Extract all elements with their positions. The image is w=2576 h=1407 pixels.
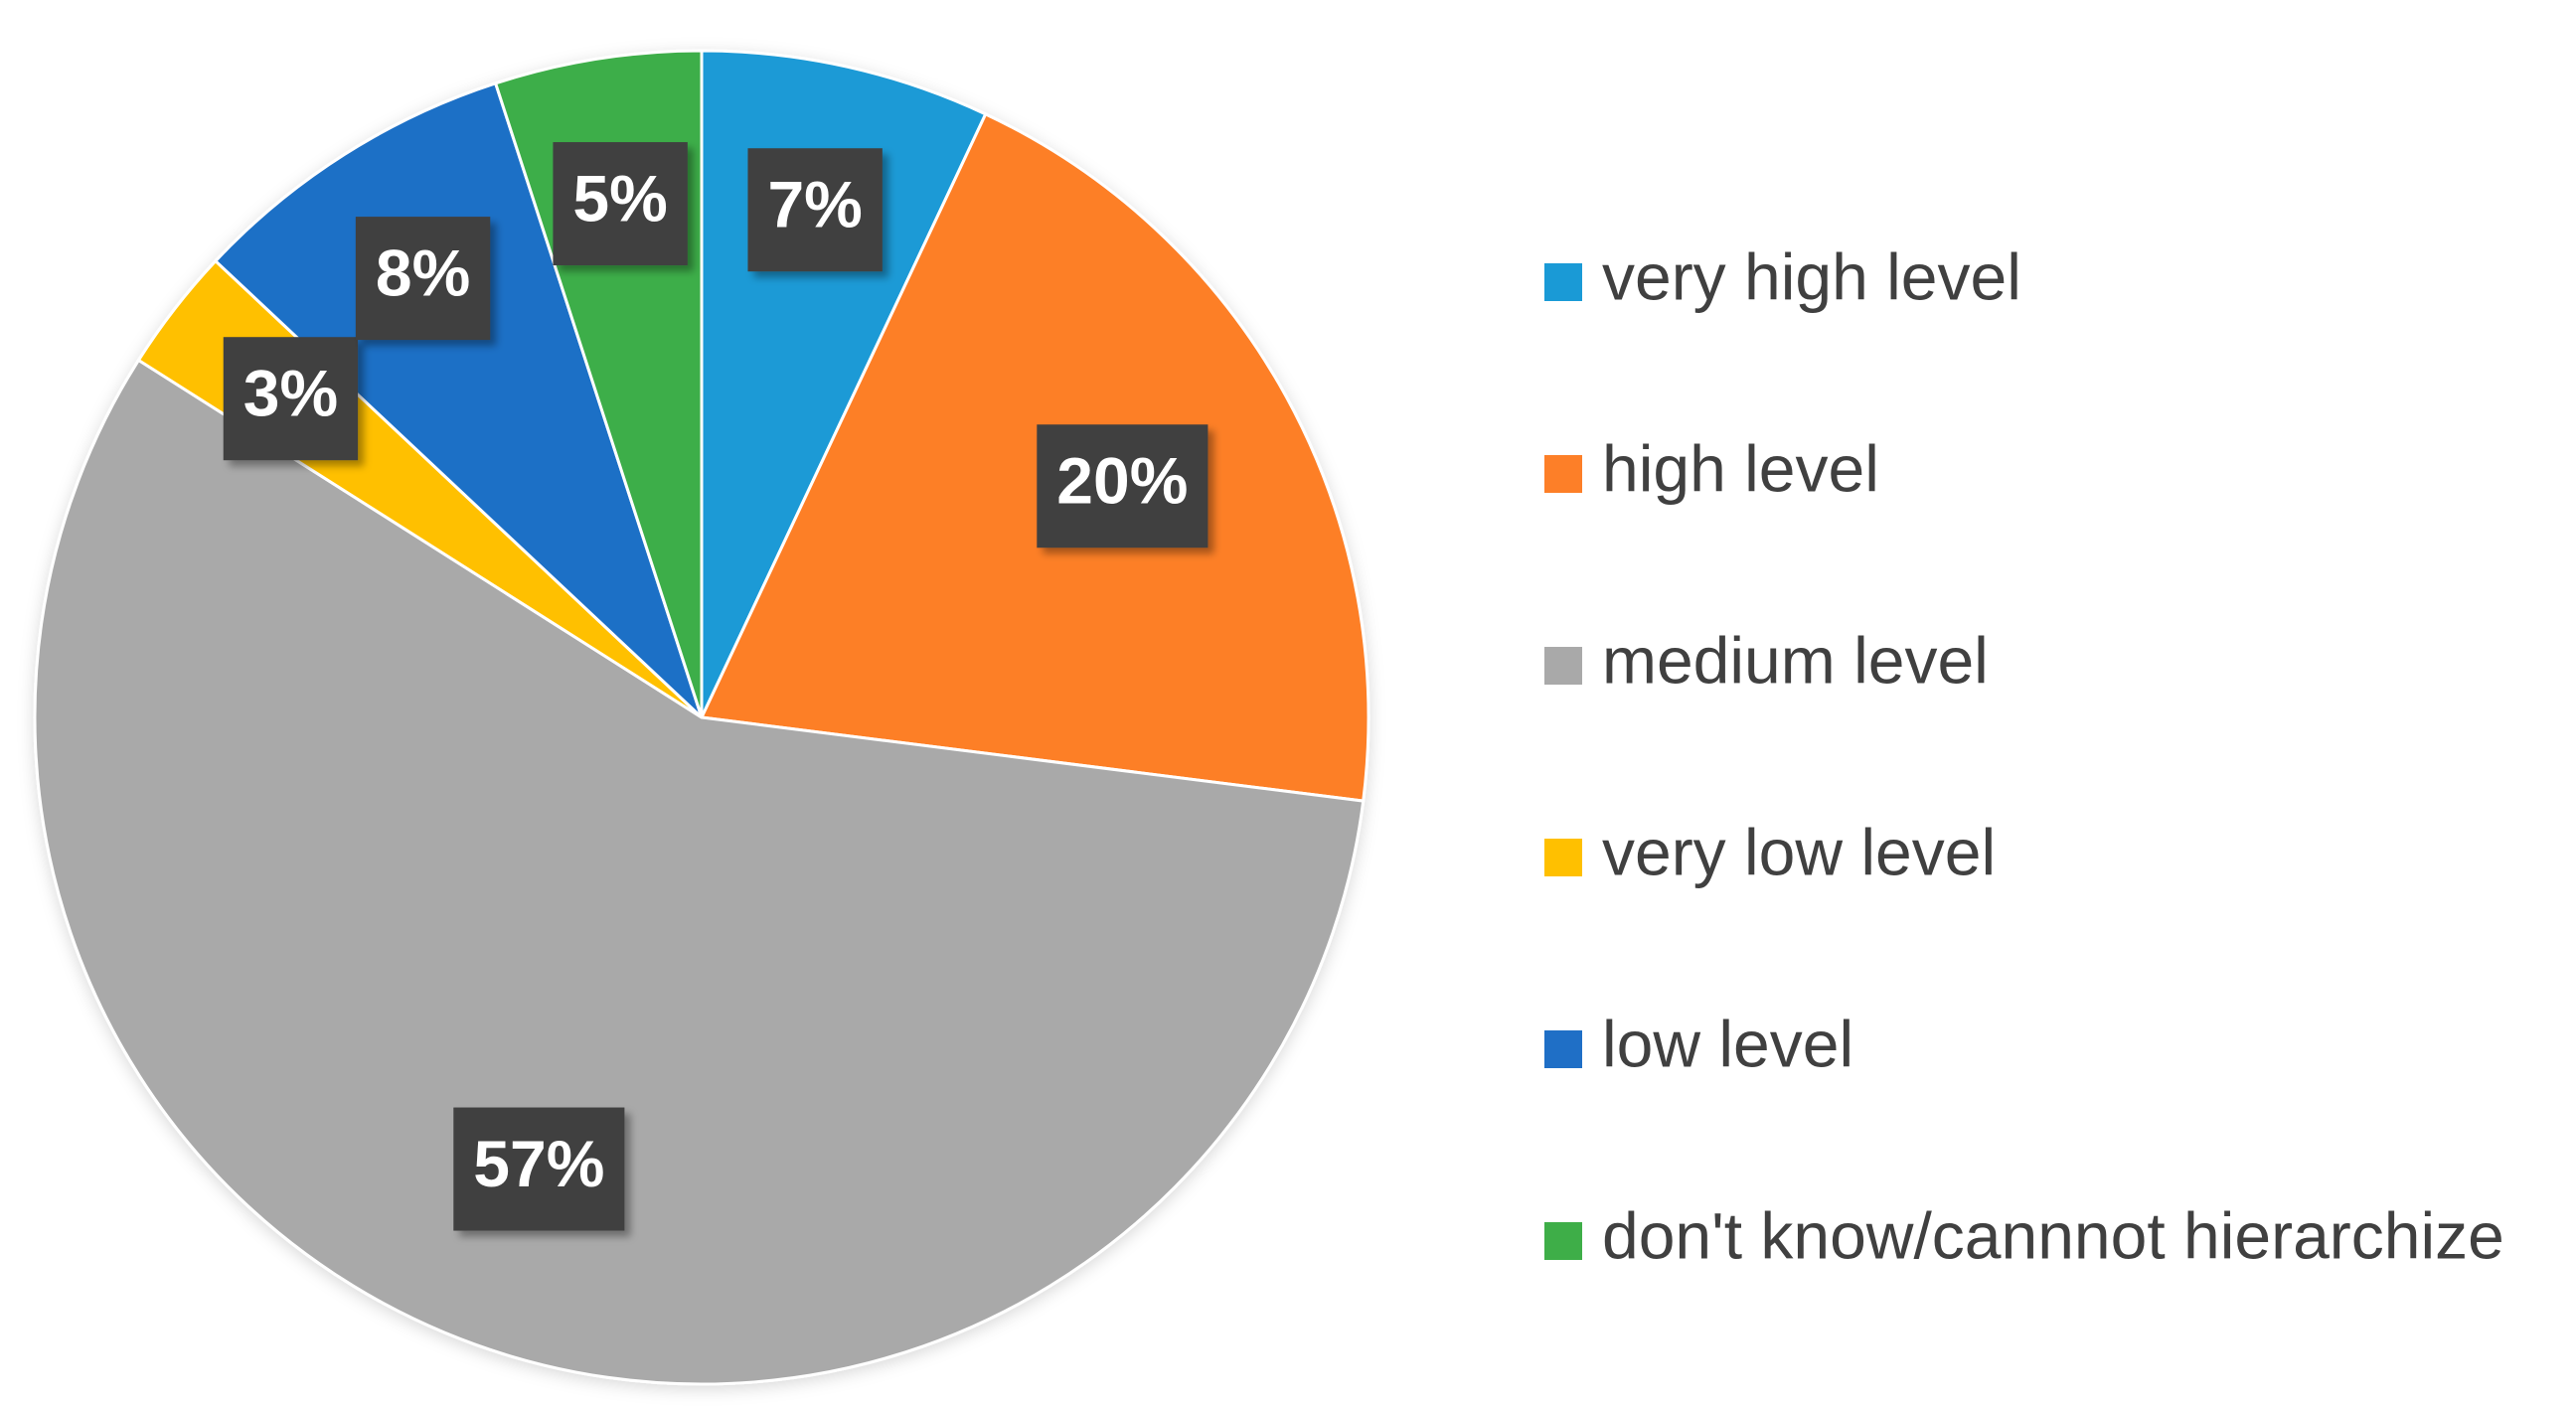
pie-slice bbox=[33, 358, 1366, 1386]
legend-label: high level bbox=[1602, 431, 1879, 505]
legend: very high level high level medium level ver… bbox=[1544, 239, 2504, 1272]
legend-label: very low level bbox=[1602, 815, 1996, 888]
legend-swatch bbox=[1544, 455, 1582, 493]
data-label: 7% bbox=[767, 168, 862, 241]
pie bbox=[33, 49, 1370, 1386]
legend-label: very high level bbox=[1602, 239, 2021, 313]
legend-swatch bbox=[1544, 647, 1582, 685]
legend-label: low level bbox=[1602, 1007, 1853, 1080]
data-label-box bbox=[1037, 424, 1208, 548]
pie-slice bbox=[213, 80, 704, 719]
legend-swatch bbox=[1544, 1222, 1582, 1260]
data-label-box bbox=[553, 142, 688, 266]
legend-label: medium level bbox=[1602, 623, 1989, 697]
data-labels: 7% 20% 57% 3% 8% 5% bbox=[223, 142, 1208, 1231]
legend-label: don't know/cannnot hierarchize bbox=[1602, 1198, 2504, 1272]
data-label: 57% bbox=[473, 1127, 604, 1200]
data-label: 20% bbox=[1056, 444, 1188, 518]
data-label-box bbox=[355, 217, 491, 341]
data-label: 5% bbox=[572, 162, 667, 235]
legend-swatch bbox=[1544, 839, 1582, 876]
data-label: 8% bbox=[376, 236, 470, 310]
legend-swatch bbox=[1544, 1030, 1582, 1068]
data-label-box bbox=[453, 1107, 625, 1231]
data-label: 3% bbox=[243, 357, 338, 430]
data-label-box bbox=[747, 148, 883, 272]
pie-slice bbox=[699, 111, 1370, 803]
data-label-box bbox=[223, 337, 359, 461]
legend-swatch bbox=[1544, 263, 1582, 301]
